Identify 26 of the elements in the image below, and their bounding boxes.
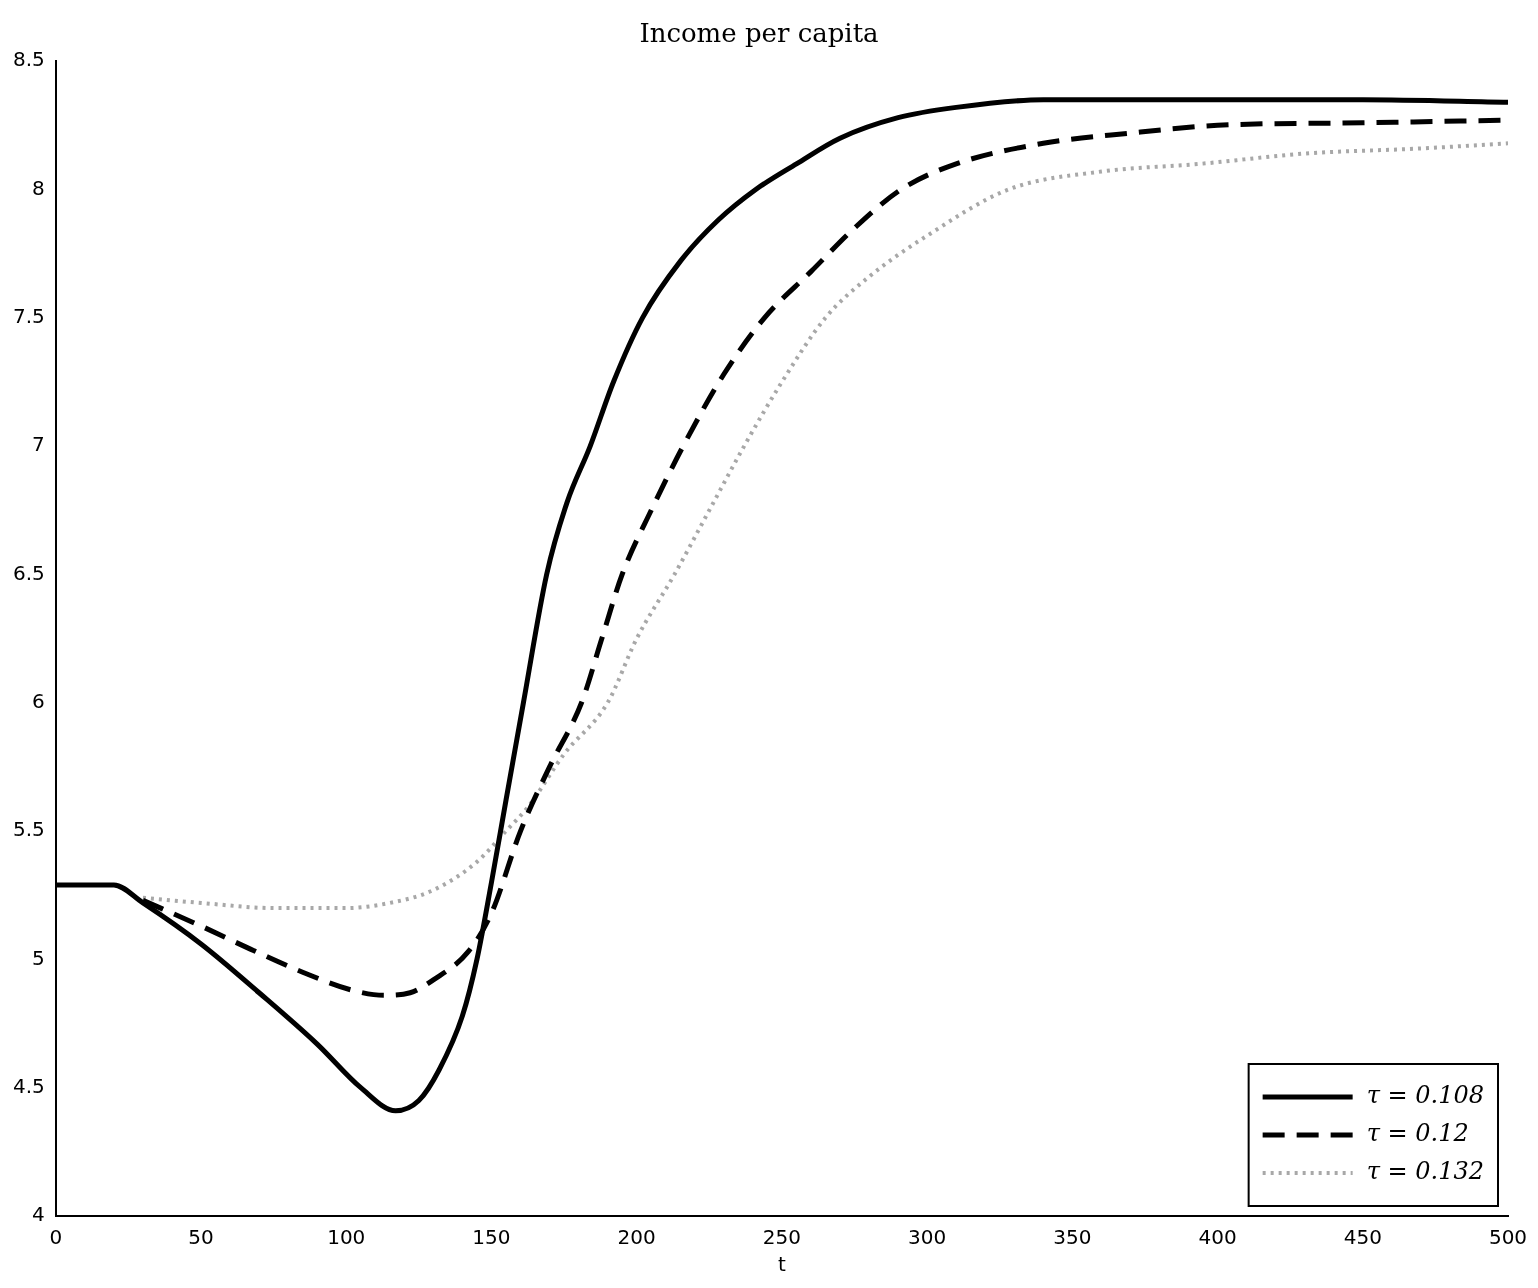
y-tick-label: 8 [32, 175, 45, 200]
x-tick-label: 50 [188, 1225, 214, 1250]
y-tick-label: 4.5 [12, 1073, 45, 1098]
x-tick-label: 300 [908, 1225, 947, 1250]
x-tick-label: 450 [1343, 1225, 1382, 1250]
y-tick-label: 6 [32, 688, 45, 713]
x-tick-label: 500 [1488, 1225, 1528, 1250]
x-tick-label: 400 [1198, 1225, 1237, 1250]
x-axis-title: t [777, 1252, 786, 1277]
y-tick-label: 8.5 [12, 47, 45, 72]
x-tick-label: 150 [472, 1225, 511, 1250]
legend-label: τ = 0.108 [1366, 1081, 1485, 1110]
x-tick-label: 250 [762, 1225, 801, 1250]
y-tick-label: 7.5 [12, 304, 45, 329]
y-tick-label: 4 [32, 1202, 45, 1227]
y-tick-label: 6.5 [12, 560, 45, 585]
legend-label: τ = 0.132 [1366, 1157, 1485, 1186]
x-tick-label: 350 [1053, 1225, 1092, 1250]
x-tick-label: 0 [49, 1225, 63, 1250]
y-tick-label: 5 [32, 945, 45, 970]
x-tick-label: 200 [617, 1225, 656, 1250]
x-tick-label: 100 [327, 1225, 366, 1250]
chart-title: Income per capita [639, 18, 879, 49]
legend-label: τ = 0.12 [1366, 1119, 1469, 1148]
y-tick-label: 7 [32, 432, 45, 457]
y-tick-label: 5.5 [12, 817, 45, 842]
